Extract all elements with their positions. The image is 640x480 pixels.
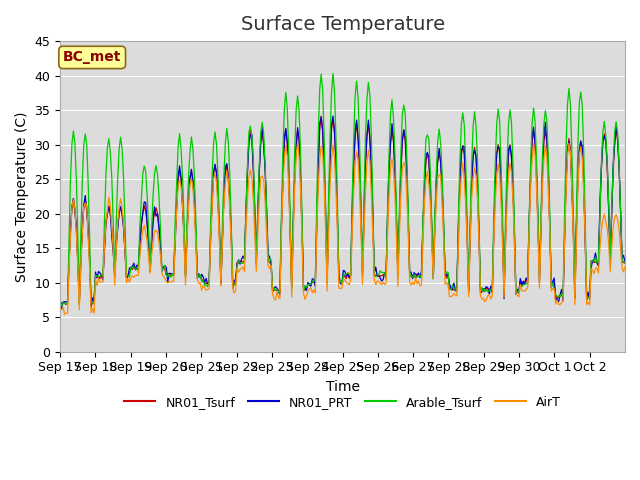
AirT <box>61 312 68 317</box>
NR01_Tsurf <box>62 301 70 307</box>
NR01_Tsurf <box>621 260 629 266</box>
NR01_Tsurf <box>546 223 554 228</box>
AirT <box>462 203 470 208</box>
Arable_Tsurf <box>462 160 470 166</box>
NR01_PRT <box>329 113 337 119</box>
NR01_Tsurf <box>350 165 358 171</box>
NR01_Tsurf <box>56 298 64 304</box>
Text: BC_met: BC_met <box>63 50 122 64</box>
Line: AirT: AirT <box>60 143 625 314</box>
Y-axis label: Surface Temperature (C): Surface Temperature (C) <box>15 111 29 282</box>
NR01_PRT <box>93 275 101 281</box>
AirT <box>56 308 64 313</box>
NR01_Tsurf <box>95 273 102 279</box>
NR01_PRT <box>621 259 629 265</box>
Arable_Tsurf <box>350 139 358 144</box>
NR01_Tsurf <box>462 183 470 189</box>
Line: NR01_Tsurf: NR01_Tsurf <box>60 116 625 304</box>
Arable_Tsurf <box>56 302 64 308</box>
NR01_PRT <box>76 298 83 303</box>
NR01_PRT <box>348 205 356 211</box>
AirT <box>294 140 301 145</box>
NR01_PRT <box>460 144 468 150</box>
NR01_Tsurf <box>317 113 325 119</box>
AirT <box>620 269 627 275</box>
NR01_PRT <box>56 307 64 313</box>
Legend: NR01_Tsurf, NR01_PRT, Arable_Tsurf, AirT: NR01_Tsurf, NR01_PRT, Arable_Tsurf, AirT <box>119 391 566 414</box>
Arable_Tsurf <box>95 274 102 279</box>
Arable_Tsurf <box>77 232 84 238</box>
AirT <box>546 229 554 235</box>
Title: Surface Temperature: Surface Temperature <box>241 15 445 34</box>
AirT <box>621 264 629 269</box>
Arable_Tsurf <box>58 303 65 309</box>
X-axis label: Time: Time <box>326 380 360 394</box>
NR01_Tsurf <box>620 259 627 265</box>
Arable_Tsurf <box>329 71 337 76</box>
NR01_PRT <box>618 255 626 261</box>
Arable_Tsurf <box>621 259 629 265</box>
Arable_Tsurf <box>620 258 627 264</box>
NR01_Tsurf <box>77 261 84 267</box>
AirT <box>350 190 358 196</box>
Arable_Tsurf <box>546 211 554 216</box>
Line: NR01_PRT: NR01_PRT <box>60 116 625 310</box>
Line: Arable_Tsurf: Arable_Tsurf <box>60 73 625 306</box>
AirT <box>77 264 84 270</box>
NR01_PRT <box>545 168 552 173</box>
AirT <box>95 276 102 281</box>
